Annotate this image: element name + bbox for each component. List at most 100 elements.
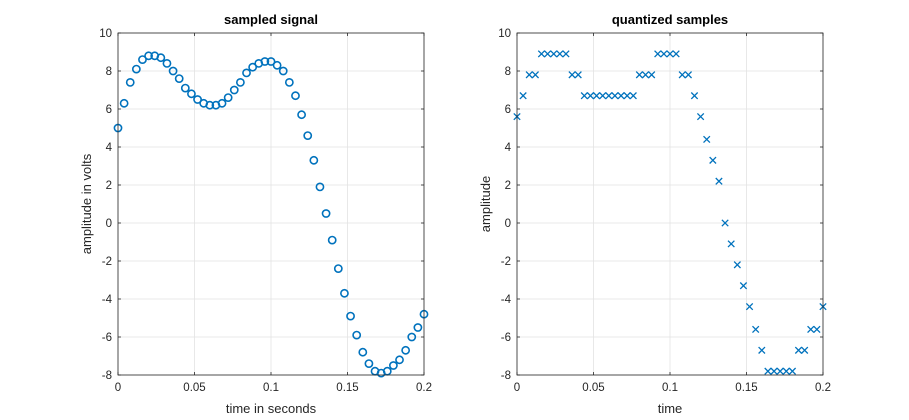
quantized-samples-y-tick-label: 2 bbox=[505, 180, 511, 192]
quantized-samples-point bbox=[709, 156, 717, 164]
sampled-signal-point bbox=[174, 74, 184, 83]
sampled-signal-point bbox=[333, 264, 343, 273]
sampled-signal-point bbox=[407, 332, 417, 342]
sampled-signal-point bbox=[284, 78, 294, 87]
quantized-samples-point bbox=[660, 50, 668, 58]
sampled-signal-x-tick-label: 0.15 bbox=[336, 382, 358, 394]
sampled-signal-point bbox=[401, 345, 411, 355]
quantized-samples-point bbox=[800, 346, 809, 354]
sampled-signal-y-tick-label: 2 bbox=[106, 180, 112, 192]
sampled-signal-x-tick-label: 0 bbox=[115, 382, 121, 394]
sampled-signal-point bbox=[187, 89, 196, 99]
quantized-samples-x-tick-label: 0.15 bbox=[735, 382, 757, 394]
sampled-signal-point bbox=[125, 78, 135, 87]
sampled-signal-x-axis-label: time in seconds bbox=[226, 401, 317, 416]
sampled-signal-point bbox=[297, 110, 306, 120]
quantized-samples-point bbox=[672, 50, 680, 58]
quantized-samples-point bbox=[696, 112, 705, 121]
quantized-samples-point bbox=[568, 71, 576, 79]
sampled-signal-y-tick-label: -6 bbox=[102, 332, 112, 344]
sampled-signal-point bbox=[388, 361, 398, 370]
sampled-signal-y-tick-label: 8 bbox=[106, 66, 112, 78]
quantized-samples-point bbox=[745, 302, 754, 311]
sampled-signal-y-tick-label: -8 bbox=[102, 370, 112, 382]
quantized-samples-point bbox=[666, 50, 674, 58]
sampled-signal-point bbox=[364, 359, 374, 368]
sampled-signal-point bbox=[346, 311, 355, 321]
quantized-samples-point bbox=[574, 71, 582, 79]
quantized-samples-y-tick-label: -6 bbox=[501, 332, 511, 344]
sampled-signal-point bbox=[242, 68, 251, 78]
quantized-samples-ticks: 0 0.05 0.1 0.15 0.2 -8 -6 -4 -2 0 2 4 6 8 10 bbox=[498, 28, 831, 394]
quantized-samples-point bbox=[813, 325, 821, 334]
sampled-signal-y-tick-label: 6 bbox=[106, 104, 112, 116]
quantized-samples-y-tick-label: 10 bbox=[498, 28, 511, 40]
quantized-samples-point bbox=[611, 92, 619, 100]
quantized-samples-x-tick-label: 0.05 bbox=[582, 382, 604, 394]
sampled-signal-point bbox=[327, 235, 337, 245]
sampled-signal-point bbox=[340, 288, 349, 298]
quantized-samples-point bbox=[519, 92, 527, 100]
quantized-samples-point bbox=[605, 92, 613, 100]
sampled-signal-point bbox=[260, 57, 270, 66]
sampled-signal-point bbox=[303, 131, 313, 140]
sampled-signal-y-tick-label: -4 bbox=[102, 294, 113, 306]
sampled-signal-point bbox=[162, 59, 172, 68]
sampled-signal-y-axis-label: amplitude in volts bbox=[79, 153, 94, 254]
sampled-signal-point bbox=[193, 95, 202, 104]
quantized-samples-point bbox=[739, 282, 748, 290]
quantized-samples-point bbox=[684, 71, 693, 79]
quantized-samples-point bbox=[629, 92, 637, 100]
quantized-samples-y-tick-label: -4 bbox=[501, 294, 512, 306]
sampled-signal-point bbox=[235, 78, 245, 87]
sampled-signal-y-tick-label: 10 bbox=[99, 28, 112, 40]
quantized-samples-point bbox=[580, 92, 588, 100]
quantized-samples-point bbox=[721, 219, 729, 227]
quantized-samples-x-tick-label: 0 bbox=[514, 382, 520, 394]
quantized-samples-point bbox=[727, 240, 735, 248]
sampled-signal-point bbox=[291, 91, 300, 101]
sampled-signal-point bbox=[413, 323, 423, 332]
quantized-samples-y-tick-label: 4 bbox=[505, 142, 512, 154]
sampled-signal-point bbox=[321, 209, 331, 218]
sampled-signal-point bbox=[138, 55, 147, 64]
quantized-samples-y-tick-label: -8 bbox=[501, 370, 511, 382]
quantized-samples-point bbox=[770, 367, 778, 375]
sampled-signal-point bbox=[315, 182, 325, 192]
sampled-signal-ticks: 0 0.05 0.1 0.15 0.2 -8 -6 -4 -2 0 2 4 6 8 10 bbox=[99, 28, 432, 394]
sampled-signal-point bbox=[278, 66, 288, 76]
sampled-signal-y-tick-label: 4 bbox=[106, 142, 113, 154]
sampled-signal-point bbox=[205, 100, 215, 110]
sampled-signal-point bbox=[272, 60, 282, 70]
sampled-signal-point bbox=[180, 83, 190, 93]
quantized-samples-point bbox=[690, 92, 699, 100]
sampled-signal-point bbox=[119, 98, 129, 108]
sampled-signal-point bbox=[229, 85, 239, 95]
quantized-samples-x-tick-label: 0.1 bbox=[662, 382, 678, 394]
quantized-samples-x-tick-label: 0.2 bbox=[815, 382, 831, 394]
sampled-signal-chart: 0 0.05 0.1 0.15 0.2 -8 -6 -4 -2 0 2 4 6 8 10 sampled s… bbox=[79, 12, 432, 416]
quantized-samples-point bbox=[647, 71, 656, 79]
sampled-signal-point bbox=[248, 62, 258, 72]
quantized-samples-point bbox=[654, 50, 662, 58]
sampled-signal-x-tick-label: 0.05 bbox=[183, 382, 205, 394]
sampled-signal-title: sampled signal bbox=[224, 12, 318, 27]
quantized-samples-y-tick-label: 0 bbox=[505, 218, 511, 230]
quantized-samples-y-tick-label: -2 bbox=[501, 256, 511, 268]
quantized-samples-point bbox=[715, 177, 723, 185]
sampled-signal-y-tick-label: -2 bbox=[102, 256, 112, 268]
quantized-samples-point bbox=[599, 92, 607, 100]
quantized-samples-markers bbox=[513, 50, 827, 375]
sampled-signal-point bbox=[217, 98, 227, 108]
quantized-samples-y-axis-label: amplitude bbox=[478, 176, 493, 232]
quantized-samples-point bbox=[788, 367, 797, 375]
quantized-samples-point bbox=[678, 71, 686, 79]
quantized-samples-point bbox=[562, 50, 570, 58]
quantized-samples-y-tick-label: 8 bbox=[505, 66, 511, 78]
quantized-samples-point bbox=[782, 367, 790, 375]
sampled-signal-point bbox=[144, 51, 153, 61]
quantized-samples-y-tick-label: 6 bbox=[505, 104, 511, 116]
quantized-samples-point bbox=[550, 50, 558, 58]
quantized-samples-point bbox=[586, 92, 595, 100]
